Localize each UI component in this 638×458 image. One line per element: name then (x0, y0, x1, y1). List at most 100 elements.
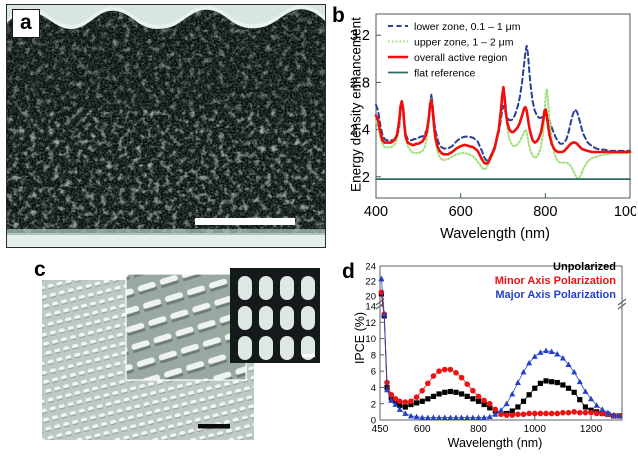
panel-d-y-axis-label: IPCE (%) (353, 311, 367, 365)
data-point (604, 409, 611, 416)
data-point (407, 412, 414, 419)
y-tick-label: 2.4 (350, 123, 370, 139)
data-point (392, 401, 399, 407)
legend-label-2: overall active region (414, 52, 508, 64)
data-point (486, 413, 493, 420)
y-tick-label: 6 (371, 367, 376, 378)
x-tick-label: 450 (372, 424, 389, 435)
data-point (447, 414, 454, 420)
data-point (509, 408, 515, 414)
data-point (475, 398, 482, 404)
data-point (610, 412, 617, 418)
data-point (599, 406, 606, 412)
data-point (503, 400, 510, 407)
legend-label-minor-axis: Minor Axis Polarization (494, 275, 616, 288)
y-tick-label: 3.2 (350, 28, 370, 44)
data-point (470, 387, 476, 394)
panel-d-legend: Unpolarized Minor Axis Polarization Majo… (495, 260, 616, 302)
data-point (378, 289, 385, 296)
data-point (464, 393, 470, 399)
data-point (413, 394, 420, 400)
data-point (436, 391, 442, 397)
data-point (408, 398, 414, 405)
y-tick-label: 2 (362, 170, 370, 186)
x-tick-label: 800 (533, 204, 557, 220)
data-point (419, 387, 426, 394)
data-point (515, 411, 521, 418)
data-point (582, 388, 589, 394)
legend-label-0: lower zone, 0.1 – 1 μm (414, 21, 521, 33)
y-tick-label: 24 (365, 262, 376, 273)
data-point (520, 368, 527, 375)
x-tick-label: 1000 (524, 424, 547, 435)
data-point (554, 350, 561, 357)
legend-item-minor-axis: Minor Axis Polarization (495, 274, 616, 288)
panel-d-x-axis-label: Wavelength (nm) (447, 436, 543, 450)
data-point (565, 409, 572, 416)
panel-d-chart: d IPCE (%) Wavelength (nm) Unpolarized M… (340, 256, 638, 458)
panel-b-x-axis-label: Wavelength (nm) (440, 226, 550, 242)
data-point (576, 409, 583, 416)
data-point (475, 414, 482, 420)
y-tick-label: 2 (371, 399, 376, 410)
data-point (616, 412, 623, 419)
data-point (396, 398, 403, 405)
legend-item-unpolarized: Unpolarized (495, 260, 616, 274)
data-point (481, 397, 487, 404)
plot-frame (379, 265, 623, 421)
x-tick-label: 400 (364, 204, 388, 220)
x-tick-label: 600 (449, 204, 473, 220)
data-point (430, 393, 437, 399)
legend-label-unpolarized: Unpolarized (553, 261, 616, 273)
data-point (565, 361, 572, 368)
data-point (487, 405, 493, 411)
legend-label-3: flat reference (414, 68, 475, 80)
x-tick-label: 600 (414, 424, 431, 435)
data-point (593, 402, 600, 408)
data-point (453, 369, 459, 376)
data-point (453, 389, 459, 395)
data-point (560, 409, 566, 416)
data-point (554, 410, 561, 417)
data-point (571, 368, 578, 375)
series-line-2 (374, 85, 632, 166)
data-point (532, 385, 538, 391)
data-point (475, 393, 482, 400)
data-point (378, 275, 385, 282)
data-point (436, 368, 442, 374)
axis-break-mark-b-1 (617, 302, 627, 310)
data-point (442, 389, 448, 395)
data-point (447, 388, 453, 395)
panel-d-label: d (342, 260, 355, 283)
data-point (503, 412, 510, 418)
data-point (447, 366, 454, 373)
data-point (588, 409, 594, 416)
data-point (549, 379, 555, 385)
y-tick-label: 0 (371, 416, 376, 427)
data-point (531, 353, 538, 359)
y-tick-label: 14 (365, 302, 376, 313)
panel-b-chart: b Energy density enhancement Wavelength … (330, 2, 636, 250)
panel-a-label: a (12, 9, 40, 38)
data-point (577, 397, 583, 403)
x-tick-label: 1200 (580, 424, 603, 435)
legend-label-1: upper zone, 1 – 2 μm (414, 37, 514, 49)
data-point (430, 414, 437, 420)
data-point (424, 414, 431, 420)
y-tick-label: 22 (365, 277, 376, 288)
data-point (498, 411, 504, 418)
data-point (384, 386, 391, 393)
x-tick-label: 1000 (614, 204, 636, 220)
data-point (441, 366, 448, 373)
data-point (469, 414, 476, 420)
data-point (543, 347, 550, 354)
data-point (588, 395, 595, 402)
data-point (413, 400, 420, 406)
data-point (464, 381, 471, 387)
panel-c-sem-image: c (30, 258, 330, 454)
data-point (492, 411, 499, 417)
panel-a-sem-svg (7, 5, 325, 247)
data-point (392, 396, 399, 402)
panel-b-plot-svg: 400 600 800 1000 2 2.4 2.8 3.2 lower zone, 0.1 –… (350, 13, 636, 220)
